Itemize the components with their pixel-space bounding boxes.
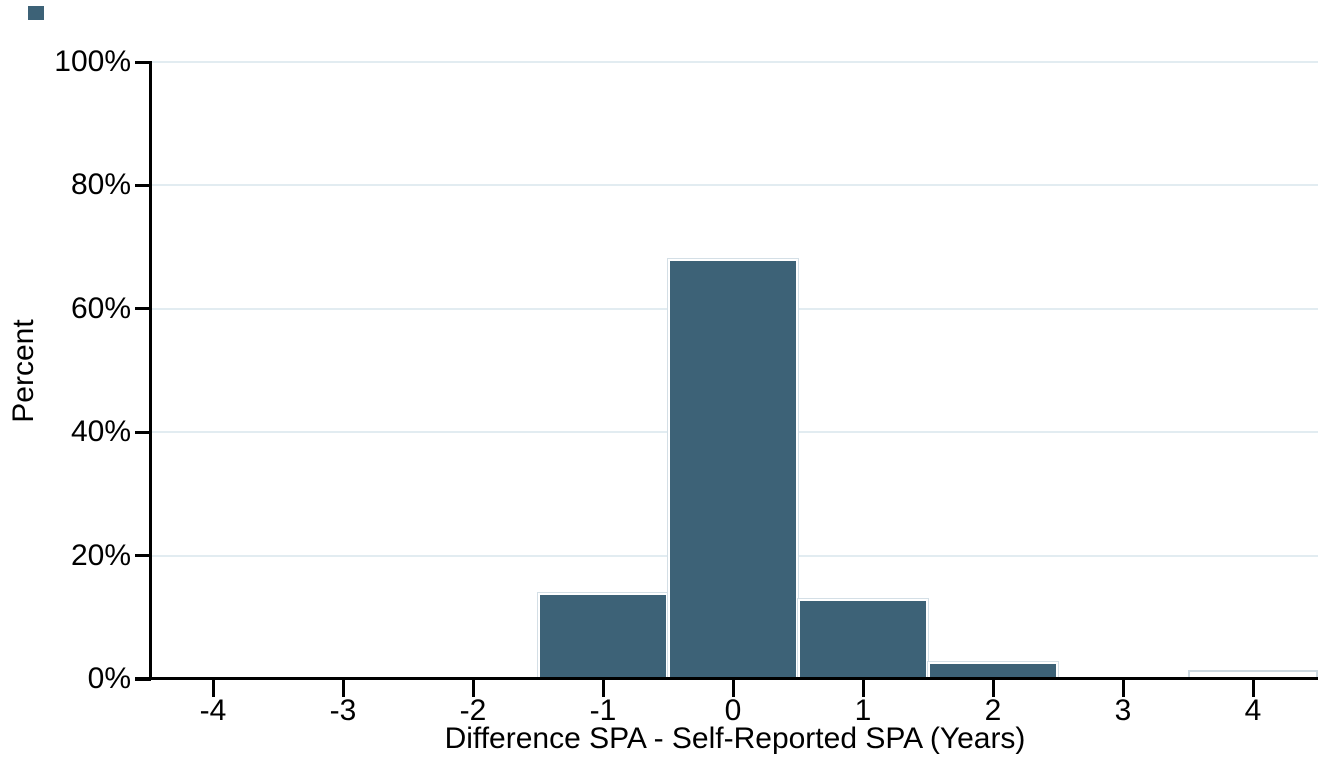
y-tick-80 xyxy=(135,183,151,187)
x-tick-3 xyxy=(1121,679,1125,697)
x-tick-2 xyxy=(991,679,995,697)
bar-x1 xyxy=(797,598,929,680)
y-tick-label-60: 60% xyxy=(70,291,131,325)
x-axis-line xyxy=(135,677,1318,680)
y-axis-line xyxy=(149,61,152,680)
x-tick-label-0: 0 xyxy=(724,694,742,727)
y-tick-label-100: 100% xyxy=(54,45,131,78)
y-tick-label-80: 80% xyxy=(70,168,131,202)
x-tick-1 xyxy=(861,679,865,697)
x-tick--1 xyxy=(601,679,605,697)
x-axis-title: Difference SPA - Self-Reported SPA (Year… xyxy=(444,722,1026,755)
y-tick-label-20: 20% xyxy=(70,538,131,572)
gridline-100 xyxy=(152,61,1318,63)
gridline-80 xyxy=(152,184,1318,187)
y-tick-label-40: 40% xyxy=(70,415,131,449)
x-tick-label-4: 4 xyxy=(1244,694,1262,727)
x-tick--2 xyxy=(471,679,475,697)
bar-x-1 xyxy=(537,592,669,680)
x-tick-label-2: 2 xyxy=(984,694,1002,727)
x-tick-label--1: -1 xyxy=(589,694,617,727)
x-tick-label--3: -3 xyxy=(329,694,357,727)
y-tick-100 xyxy=(135,60,151,64)
corner-mark xyxy=(28,6,44,20)
x-tick--4 xyxy=(211,679,215,697)
bar-x0 xyxy=(667,258,799,680)
y-axis-title: Percent xyxy=(7,319,40,423)
y-tick-20 xyxy=(135,554,151,558)
y-tick-label-0: 0% xyxy=(87,662,131,695)
x-tick-0 xyxy=(731,679,735,697)
y-tick-60 xyxy=(135,307,151,311)
x-tick-label-1: 1 xyxy=(854,694,872,727)
y-tick-0 xyxy=(135,677,151,681)
x-tick-label--4: -4 xyxy=(199,694,227,727)
x-tick-4 xyxy=(1251,679,1255,697)
x-tick--3 xyxy=(341,679,345,697)
y-tick-40 xyxy=(135,430,151,434)
x-tick-label-3: 3 xyxy=(1114,694,1132,727)
x-tick-label--2: -2 xyxy=(459,694,487,727)
